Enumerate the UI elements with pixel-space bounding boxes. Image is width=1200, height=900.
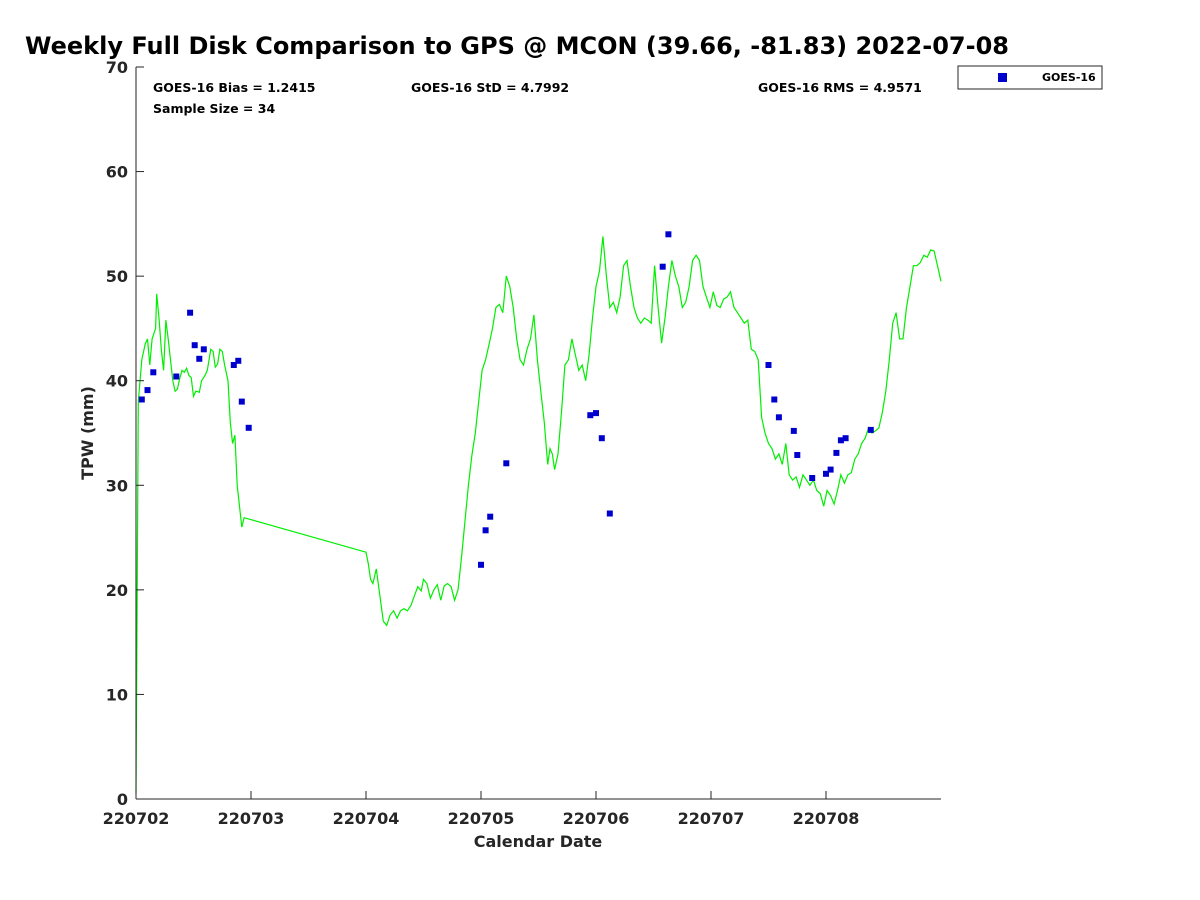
goes-16-point	[587, 412, 594, 419]
y-tick-label: 0	[117, 790, 128, 809]
goes-16-point	[842, 435, 849, 442]
goes-16-point	[245, 424, 252, 431]
goes-16-point	[238, 398, 245, 405]
goes-16-point	[482, 527, 489, 534]
legend-label: GOES-16	[1042, 71, 1096, 84]
x-tick-label: 220708	[793, 809, 860, 828]
x-tick-label: 220707	[678, 809, 745, 828]
x-axis-ticks: 220702 220703 220704 220705 220706 220707 2207…	[103, 791, 860, 828]
goes-16-point	[833, 449, 840, 456]
legend-box	[957, 65, 1103, 90]
goes-16-point	[173, 373, 180, 380]
y-tick-label: 10	[106, 685, 128, 704]
goes-16-point	[478, 561, 484, 568]
gps-series-group	[135, 236, 942, 794]
y-tick-label: 20	[106, 581, 128, 600]
goes-16-point	[191, 342, 198, 349]
goes-16-point	[187, 309, 194, 316]
x-axis-label: Calendar Date	[474, 832, 603, 851]
goes-series-group	[138, 231, 874, 568]
goes-16-point	[790, 427, 797, 434]
goes-16-point	[598, 435, 605, 442]
rms-stat: GOES-16 RMS = 4.9571	[758, 80, 922, 95]
bias-stat: GOES-16 Bias = 1.2415	[153, 80, 315, 95]
goes-16-point	[138, 396, 145, 403]
std-stat: GOES-16 StD = 4.7992	[411, 80, 569, 95]
x-tick-label: 220705	[448, 809, 515, 828]
x-tick-label: 220702	[103, 809, 170, 828]
chart-title: Weekly Full Disk Comparison to GPS @ MCO…	[25, 32, 1009, 60]
y-tick-label: 30	[106, 476, 128, 495]
goes-16-point	[794, 452, 801, 458]
goes-16-point	[196, 355, 203, 362]
goes-16-point	[200, 346, 207, 353]
plot-frame	[136, 67, 941, 799]
goes-16-point	[809, 475, 816, 481]
goes-16-point	[775, 414, 782, 421]
goes-16-point	[823, 470, 829, 477]
goes-16-point	[665, 231, 672, 238]
legend: GOES-16	[957, 65, 1103, 90]
goes-16-point	[867, 426, 874, 433]
y-tick-label: 70	[106, 58, 128, 77]
goes-16-point	[230, 362, 237, 368]
y-tick-label: 40	[106, 372, 128, 391]
goes-16-point	[765, 362, 772, 368]
goes-16-point	[593, 410, 599, 417]
goes-16-point	[235, 357, 242, 364]
legend-marker	[998, 73, 1007, 82]
goes-16-point	[487, 513, 494, 520]
goes-16-point	[503, 460, 510, 467]
y-axis-ticks: 0 10 20 30 40 50 60 70	[106, 58, 144, 809]
goes-16-point	[837, 437, 844, 444]
goes-16-point	[144, 387, 151, 394]
y-tick-label: 60	[106, 163, 128, 182]
goes-16-point	[827, 466, 834, 473]
y-tick-label: 50	[106, 267, 128, 286]
x-tick-label: 220703	[218, 809, 285, 828]
x-tick-label: 220704	[333, 809, 400, 828]
goes-16-point	[150, 369, 157, 376]
goes-16-point	[659, 263, 666, 270]
goes-16-point	[606, 510, 613, 517]
x-tick-label: 220706	[563, 809, 630, 828]
sample-size-stat: Sample Size = 34	[153, 101, 275, 116]
goes-16-point	[771, 396, 778, 403]
gps-series-line	[135, 236, 942, 794]
plot-area	[135, 67, 942, 800]
y-axis-label: TPW (mm)	[78, 386, 97, 480]
